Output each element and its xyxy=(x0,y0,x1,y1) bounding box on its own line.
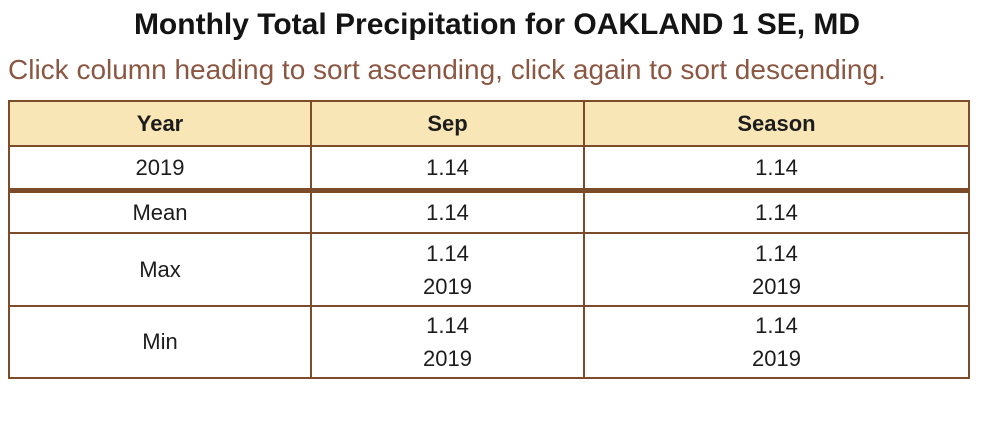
mean-row: Mean 1.14 1.14 xyxy=(8,188,970,234)
data-row-2019: 2019 1.14 1.14 xyxy=(8,145,970,192)
max-row: Max 1.14 2019 1.14 2019 xyxy=(8,232,970,307)
sep-value-cell: 1.14 xyxy=(310,145,585,192)
mean-row-label: Mean xyxy=(8,188,312,234)
max-sep-value: 1.14 xyxy=(426,240,469,266)
min-row-label: Min xyxy=(8,305,312,379)
column-header-season[interactable]: Season xyxy=(583,100,970,147)
max-season-year: 2019 xyxy=(752,273,801,299)
mean-sep-cell: 1.14 xyxy=(310,188,585,234)
max-row-label: Max xyxy=(8,232,312,307)
mean-season-cell: 1.14 xyxy=(583,188,970,234)
max-sep-year: 2019 xyxy=(423,273,472,299)
column-header-sep[interactable]: Sep xyxy=(310,100,585,147)
min-season-cell: 1.14 2019 xyxy=(583,305,970,379)
max-season-value: 1.14 xyxy=(755,240,798,266)
sort-instructions: Click column heading to sort ascending, … xyxy=(8,54,886,85)
min-sep-cell: 1.14 2019 xyxy=(310,305,585,379)
min-row: Min 1.14 2019 1.14 2019 xyxy=(8,305,970,379)
header-row: Year Sep Season xyxy=(8,100,970,147)
min-sep-value: 1.14 xyxy=(426,313,469,338)
column-header-year[interactable]: Year xyxy=(8,100,312,147)
precipitation-table: Year Sep Season 2019 1.14 1.14 Mean 1.14… xyxy=(8,100,970,379)
year-cell: 2019 xyxy=(8,145,312,192)
season-value-cell: 1.14 xyxy=(583,145,970,192)
page-title: Monthly Total Precipitation for OAKLAND … xyxy=(133,8,861,41)
max-sep-cell: 1.14 2019 xyxy=(310,232,585,307)
min-sep-year: 2019 xyxy=(423,346,472,371)
min-season-year: 2019 xyxy=(752,346,801,371)
max-season-cell: 1.14 2019 xyxy=(583,232,970,307)
min-season-value: 1.14 xyxy=(755,313,798,338)
